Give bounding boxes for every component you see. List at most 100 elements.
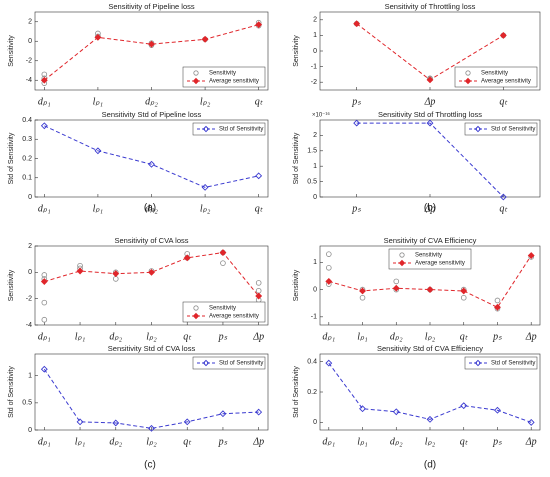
x-tick-label: qₜ bbox=[499, 203, 508, 214]
y-tick-label: 0.2 bbox=[22, 155, 32, 162]
y-tick-label: -2 bbox=[26, 58, 32, 65]
panel-label: (c) bbox=[144, 460, 156, 471]
point-marker bbox=[527, 418, 535, 426]
y-tick-label: 2 bbox=[28, 243, 32, 250]
legend-marker bbox=[464, 77, 472, 85]
legend-marker bbox=[474, 359, 482, 367]
x-tick-label: lₚ₂ bbox=[425, 331, 436, 342]
point-marker bbox=[353, 20, 361, 28]
point-marker bbox=[219, 249, 227, 257]
x-tick-label: Δp bbox=[525, 331, 537, 342]
x-tick-label: lₚ₁ bbox=[75, 436, 86, 447]
y-tick-label: 1 bbox=[313, 32, 317, 39]
legend-label: Average sensitivity bbox=[481, 79, 531, 85]
legend-box bbox=[454, 66, 538, 88]
chart-title: Sensitivity of CVA loss bbox=[114, 236, 188, 245]
legend-label: Std of Sensitivity bbox=[219, 361, 263, 367]
y-axis-label: Std of Sensitivity bbox=[293, 366, 300, 418]
y-tick-label: 0 bbox=[28, 269, 32, 276]
point-marker bbox=[426, 76, 434, 84]
y-tick-label: 2 bbox=[28, 19, 32, 26]
x-tick-label: dₚ₂ bbox=[145, 203, 158, 214]
panel-label: (a) bbox=[144, 203, 156, 214]
series-line bbox=[328, 362, 532, 423]
y-axis-label: Sensitivity bbox=[8, 269, 15, 301]
sample-point bbox=[41, 316, 48, 323]
legend-box bbox=[192, 356, 266, 370]
x-tick-label: lₚ₂ bbox=[425, 436, 436, 447]
panel-label: (d) bbox=[424, 460, 436, 471]
x-tick-label: qₜ bbox=[183, 331, 192, 342]
y-tick-label: 0 bbox=[313, 48, 317, 55]
point-marker bbox=[460, 402, 468, 410]
legend-box bbox=[182, 301, 266, 323]
x-tick-label: dₚ₂ bbox=[390, 331, 403, 342]
point-marker bbox=[201, 183, 209, 191]
legend-marker bbox=[474, 125, 482, 133]
y-axis-label: Sensitivity bbox=[293, 35, 300, 67]
legend-marker bbox=[192, 312, 200, 320]
point-marker bbox=[148, 40, 155, 48]
point-marker bbox=[148, 424, 155, 432]
legend-label: Std of Sensitivity bbox=[491, 127, 535, 133]
x-tick-label: dₚ₂ bbox=[390, 436, 403, 447]
panel-label: (b) bbox=[424, 203, 436, 214]
sample-point bbox=[325, 264, 332, 271]
legend-label: Sensitivity bbox=[415, 253, 442, 259]
legend-marker bbox=[193, 70, 199, 76]
x-tick-label: lₚ₁ bbox=[75, 331, 86, 342]
point-marker bbox=[494, 406, 501, 414]
legend-box bbox=[464, 122, 538, 136]
point-marker bbox=[94, 33, 102, 41]
legend-box bbox=[464, 356, 538, 370]
x-tick-label: dₚ₁ bbox=[38, 331, 51, 342]
x-tick-label: Δp bbox=[525, 436, 537, 447]
point-marker bbox=[112, 419, 120, 427]
y-tick-label: -4 bbox=[26, 77, 32, 84]
point-marker bbox=[353, 119, 361, 127]
sample-point bbox=[460, 294, 467, 301]
sample-point bbox=[41, 71, 48, 78]
y-tick-label: 0.3 bbox=[22, 136, 32, 143]
legend-marker bbox=[399, 252, 405, 258]
x-tick-label: pₛ bbox=[492, 436, 502, 447]
point-marker bbox=[148, 268, 155, 276]
legend-box bbox=[182, 66, 266, 88]
sample-point bbox=[41, 272, 48, 278]
x-tick-label: dₚ₁ bbox=[38, 436, 51, 447]
point-marker bbox=[201, 35, 209, 43]
point-marker bbox=[527, 252, 535, 259]
y-tick-label: -1 bbox=[311, 63, 317, 70]
x-tick-label: lₚ₂ bbox=[146, 436, 157, 447]
y-tick-label: 0 bbox=[313, 194, 317, 201]
y-axis-label: Sensitivity bbox=[8, 35, 15, 67]
point-marker bbox=[112, 270, 120, 278]
chart-title: Sensitivity Std of Pipeline loss bbox=[102, 110, 202, 119]
x-tick-label: dₚ₂ bbox=[109, 331, 122, 342]
point-marker bbox=[40, 122, 48, 130]
y-tick-label: 0.4 bbox=[22, 117, 32, 124]
x-tick-label: lₚ₂ bbox=[146, 331, 157, 342]
y-tick-label: 0.5 bbox=[22, 400, 32, 407]
legend-label: Sensitivity bbox=[209, 71, 236, 77]
legend-label: Std of Sensitivity bbox=[219, 127, 263, 133]
y-tick-label: -1 bbox=[311, 314, 317, 321]
x-tick-label: lₚ₁ bbox=[357, 436, 368, 447]
point-marker bbox=[426, 119, 434, 127]
y-axis-label: Sensitivity bbox=[293, 269, 300, 301]
point-marker bbox=[40, 76, 48, 84]
x-tick-label: qₜ bbox=[183, 436, 192, 447]
x-tick-label: lₚ₂ bbox=[200, 96, 211, 107]
x-tick-label: qₜ bbox=[255, 96, 264, 107]
x-tick-label: pₛ bbox=[218, 436, 228, 447]
point-marker bbox=[460, 287, 468, 295]
sample-point bbox=[494, 297, 501, 304]
legend-label: Average sensitivity bbox=[209, 79, 259, 85]
sample-point bbox=[393, 278, 400, 285]
x-tick-label: qₜ bbox=[499, 96, 508, 107]
point-marker bbox=[255, 172, 263, 180]
y-tick-label: 0.1 bbox=[22, 175, 32, 182]
x-tick-label: qₜ bbox=[460, 331, 469, 342]
legend-label: Std of Sensitivity bbox=[491, 361, 535, 367]
x-tick-label: pₛ bbox=[218, 331, 228, 342]
